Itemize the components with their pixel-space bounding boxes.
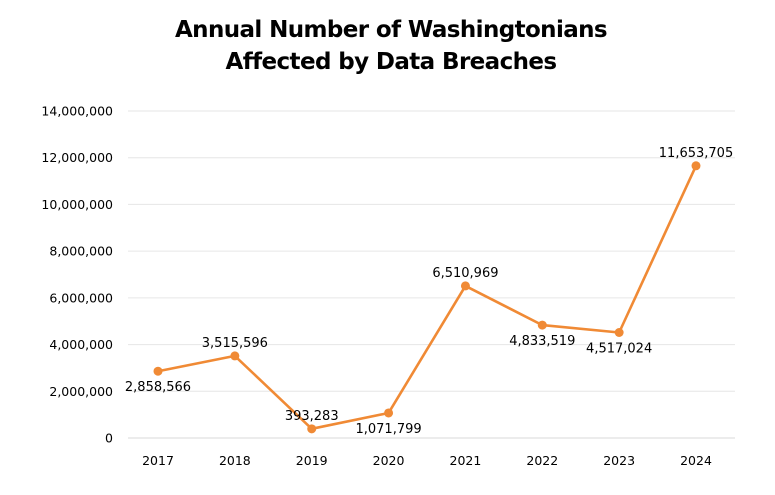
x-tick-label: 2022: [526, 453, 558, 468]
data-point: [230, 351, 240, 361]
y-tick-label: 6,000,000: [49, 290, 113, 305]
y-tick-label: 0: [105, 431, 113, 446]
data-point: [614, 327, 624, 337]
series-line: [153, 161, 701, 434]
data-labels: 2,858,566 3,515,596 393,283 1,071,799 6,510,…: [125, 146, 733, 437]
x-axis: 2017 2018 2019 2020 2021 2022 2023 2024: [142, 453, 712, 468]
y-tick-label: 10,000,000: [41, 197, 113, 212]
chart-title-line-1: Annual Number of Washingtonians: [174, 17, 608, 43]
data-point: [460, 281, 470, 291]
data-point: [691, 161, 701, 171]
data-point: [537, 320, 547, 330]
chart-title-line-2: Affected by Data Breaches: [225, 49, 558, 75]
x-tick-label: 2023: [603, 453, 635, 468]
data-label: 4,517,024: [586, 341, 652, 356]
x-tick-label: 2019: [296, 453, 328, 468]
x-tick-label: 2024: [680, 453, 712, 468]
data-point: [384, 408, 394, 418]
data-label: 3,515,596: [202, 336, 268, 351]
data-label: 393,283: [285, 409, 339, 424]
data-label: 2,858,566: [125, 380, 191, 395]
series-line-path: [157, 165, 698, 431]
y-tick-label: 12,000,000: [41, 150, 113, 165]
data-label: 6,510,969: [432, 266, 498, 281]
y-tick-label: 4,000,000: [49, 337, 113, 352]
data-point: [153, 366, 163, 376]
data-label: 4,833,519: [509, 334, 575, 349]
y-axis: 0 2,000,000 4,000,000 6,000,000 8,000,000 10,…: [41, 104, 113, 446]
data-label: 1,071,799: [355, 422, 421, 437]
data-label: 11,653,705: [659, 146, 733, 161]
y-tick-label: 8,000,000: [49, 244, 113, 259]
y-tick-label: 14,000,000: [41, 104, 113, 119]
x-tick-label: 2021: [450, 453, 482, 468]
x-tick-label: 2018: [219, 453, 251, 468]
x-tick-label: 2017: [142, 453, 174, 468]
data-point: [307, 424, 317, 434]
y-tick-label: 2,000,000: [49, 384, 113, 399]
x-tick-label: 2020: [373, 453, 405, 468]
chart-title: Annual Number of Washingtonians Affected…: [0, 14, 775, 78]
